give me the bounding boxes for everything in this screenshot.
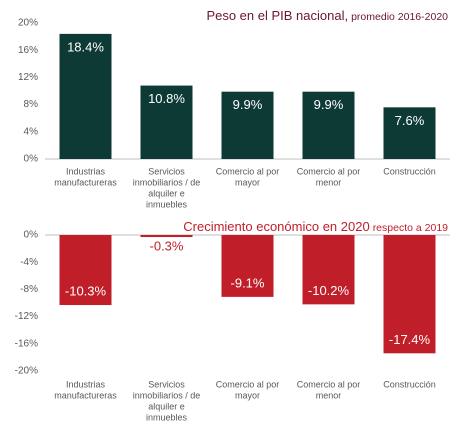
bar: [140, 235, 193, 238]
x-tick-label: Servicios: [148, 166, 185, 176]
y-tick-label: 20%: [18, 18, 38, 29]
value-label: 10.8%: [148, 91, 185, 106]
x-tick-label: manufactureras: [54, 177, 117, 187]
x-tick-label: Comercio al por: [297, 166, 361, 176]
value-label: -0.3%: [150, 238, 184, 253]
value-label: -10.3%: [65, 283, 107, 298]
title-sub: respecto a 2019: [373, 222, 448, 234]
bar: [302, 91, 355, 159]
x-tick-label: Servicios: [148, 379, 185, 389]
x-tick-label: manufactureras: [54, 390, 117, 400]
x-tick-label: mayor: [235, 177, 260, 187]
value-label: -10.2%: [308, 283, 350, 298]
y-tick-label: 4%: [24, 126, 39, 137]
x-tick-label: Industrias: [66, 379, 106, 389]
title-sub: promedio 2016-2020: [351, 11, 448, 23]
bar: [383, 235, 436, 354]
title-main: Crecimiento económico en 2020: [183, 219, 369, 234]
value-label: -9.1%: [231, 275, 265, 290]
y-tick-label: -16%: [15, 338, 38, 349]
x-tick-label: inmobiliarios / de: [133, 177, 201, 187]
x-tick-label: mayor: [235, 390, 260, 400]
y-tick-label: 8%: [24, 99, 39, 110]
value-label: 7.6%: [395, 113, 425, 128]
bar: [59, 33, 112, 159]
y-tick-label: 0%: [24, 230, 39, 241]
value-label: 9.9%: [314, 97, 344, 112]
x-tick-label: inmobiliarios / de: [133, 390, 201, 400]
bar: [140, 85, 193, 159]
value-label: 9.9%: [233, 97, 263, 112]
y-tick-label: 0%: [24, 154, 39, 165]
x-tick-label: alquiler e: [148, 188, 185, 198]
y-tick-label: 12%: [18, 72, 38, 83]
bar: [302, 235, 355, 305]
y-tick-label: 16%: [18, 45, 38, 56]
x-tick-label: Comercio al por: [216, 379, 280, 389]
chart-title: Peso en el PIB nacional, promedio 2016-20…: [206, 8, 448, 23]
value-label: 18.4%: [67, 39, 104, 54]
x-tick-label: menor: [316, 390, 342, 400]
value-label: -17.4%: [389, 332, 431, 347]
x-tick-label: alquiler e: [148, 401, 185, 411]
x-tick-label: Comercio al por: [297, 379, 361, 389]
y-tick-label: -20%: [15, 366, 38, 377]
y-tick-label: -12%: [15, 311, 38, 322]
x-tick-label: inmuebles: [146, 199, 188, 209]
title-main: Peso en el PIB nacional,: [206, 8, 348, 23]
x-tick-label: Construcción: [383, 166, 436, 176]
x-tick-label: Comercio al por: [216, 166, 280, 176]
x-tick-label: inmuebles: [146, 412, 188, 422]
x-tick-label: Construcción: [383, 379, 436, 389]
y-tick-label: -4%: [20, 257, 38, 268]
y-tick-label: -8%: [20, 284, 38, 295]
x-tick-label: menor: [316, 177, 342, 187]
bar: [221, 91, 274, 159]
x-tick-label: Industrias: [66, 166, 106, 176]
chart-title: Crecimiento económico en 2020 respecto a …: [183, 219, 448, 234]
bar: [383, 107, 436, 159]
bar: [59, 235, 112, 306]
bar: [221, 235, 274, 297]
